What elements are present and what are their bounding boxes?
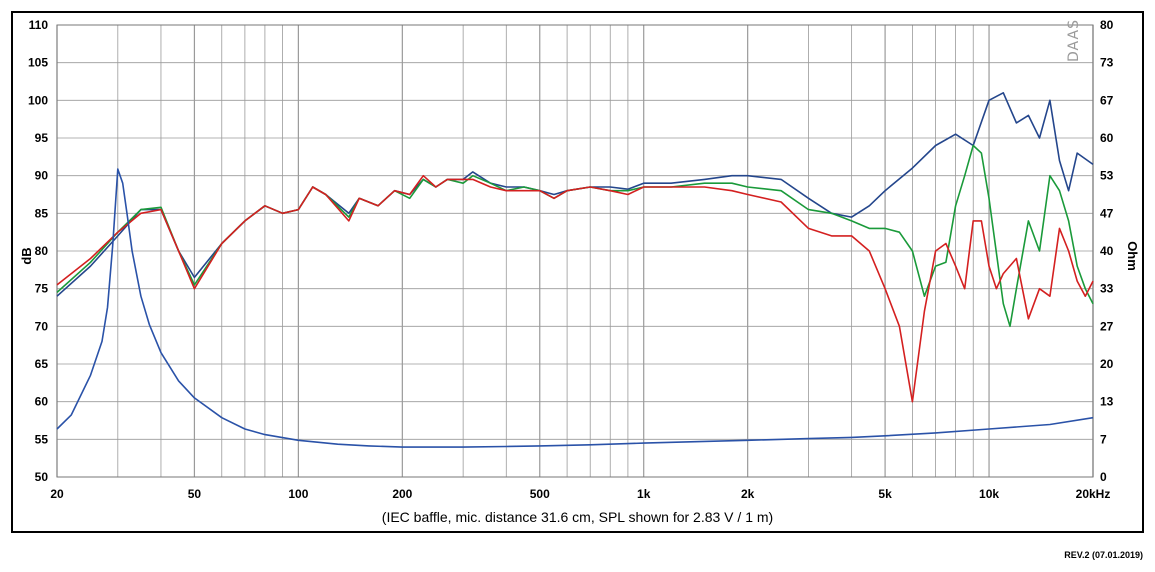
y-right-tick-label: 33 [1100,282,1114,296]
spl-curve-green [56,144,1094,328]
left-axis-title: dB [19,247,34,264]
watermark: DAAS [1066,19,1082,62]
x-tick-label: 200 [392,487,412,501]
x-tick-label: 5k [878,487,892,501]
y-right-tick-label: 80 [1100,18,1114,32]
y-right-tick-label: 20 [1100,357,1114,371]
y-left-tick-label: 105 [28,56,48,70]
y-right-tick-label: 0 [1100,470,1107,484]
x-tick-label: 20 [50,487,64,501]
y-left-tick-label: 60 [35,395,49,409]
y-right-tick-label: 27 [1100,319,1114,333]
y-left-tick-label: 80 [35,244,49,258]
y-left-tick-label: 85 [35,206,49,220]
y-left-tick-label: 90 [35,169,49,183]
y-right-tick-label: 73 [1100,56,1114,70]
x-tick-label: 2k [741,487,755,501]
y-right-tick-label: 40 [1100,244,1114,258]
spl-curve-red [56,174,1094,403]
y-right-tick-label: 7 [1100,432,1107,446]
chart-frame [11,11,1144,533]
right-axis-title: Ohm [1125,241,1140,271]
y-left-tick-label: 95 [35,131,49,145]
y-left-tick-label: 50 [35,470,49,484]
y-right-tick-label: 67 [1100,93,1114,107]
y-left-tick-label: 75 [35,282,49,296]
x-tick-label: 10k [979,487,999,501]
frequency-response-chart: 20 50 100 200 500 1k 2k 5k 10k 20kHz1101051009590… [19,18,1140,501]
tick-labels: 20 50 100 200 500 1k 2k 5k 10k 20kHz1101051009590… [28,18,1114,501]
y-right-tick-label: 13 [1100,395,1114,409]
plot-area-border [56,24,1094,478]
y-left-tick-label: 100 [28,93,48,107]
revision-label: REV.2 (07.01.2019) [1064,550,1143,560]
x-tick-label: 500 [530,487,550,501]
x-tick-label: 20kHz [1076,487,1111,501]
y-left-tick-label: 65 [35,357,49,371]
grid [56,24,1094,478]
x-tick-label: 100 [288,487,308,501]
y-right-tick-label: 53 [1100,169,1114,183]
y-left-tick-label: 55 [35,432,49,446]
x-tick-label: 50 [188,487,202,501]
y-right-tick-label: 47 [1100,206,1114,220]
y-right-tick-label: 60 [1100,131,1114,145]
y-left-tick-label: 110 [29,18,49,32]
chart-caption: (IEC baffle, mic. distance 31.6 cm, SPL … [381,509,774,525]
y-left-tick-label: 70 [35,319,49,333]
x-tick-label: 1k [637,487,651,501]
impedance-curve [56,168,1094,448]
series-group [56,92,1094,448]
